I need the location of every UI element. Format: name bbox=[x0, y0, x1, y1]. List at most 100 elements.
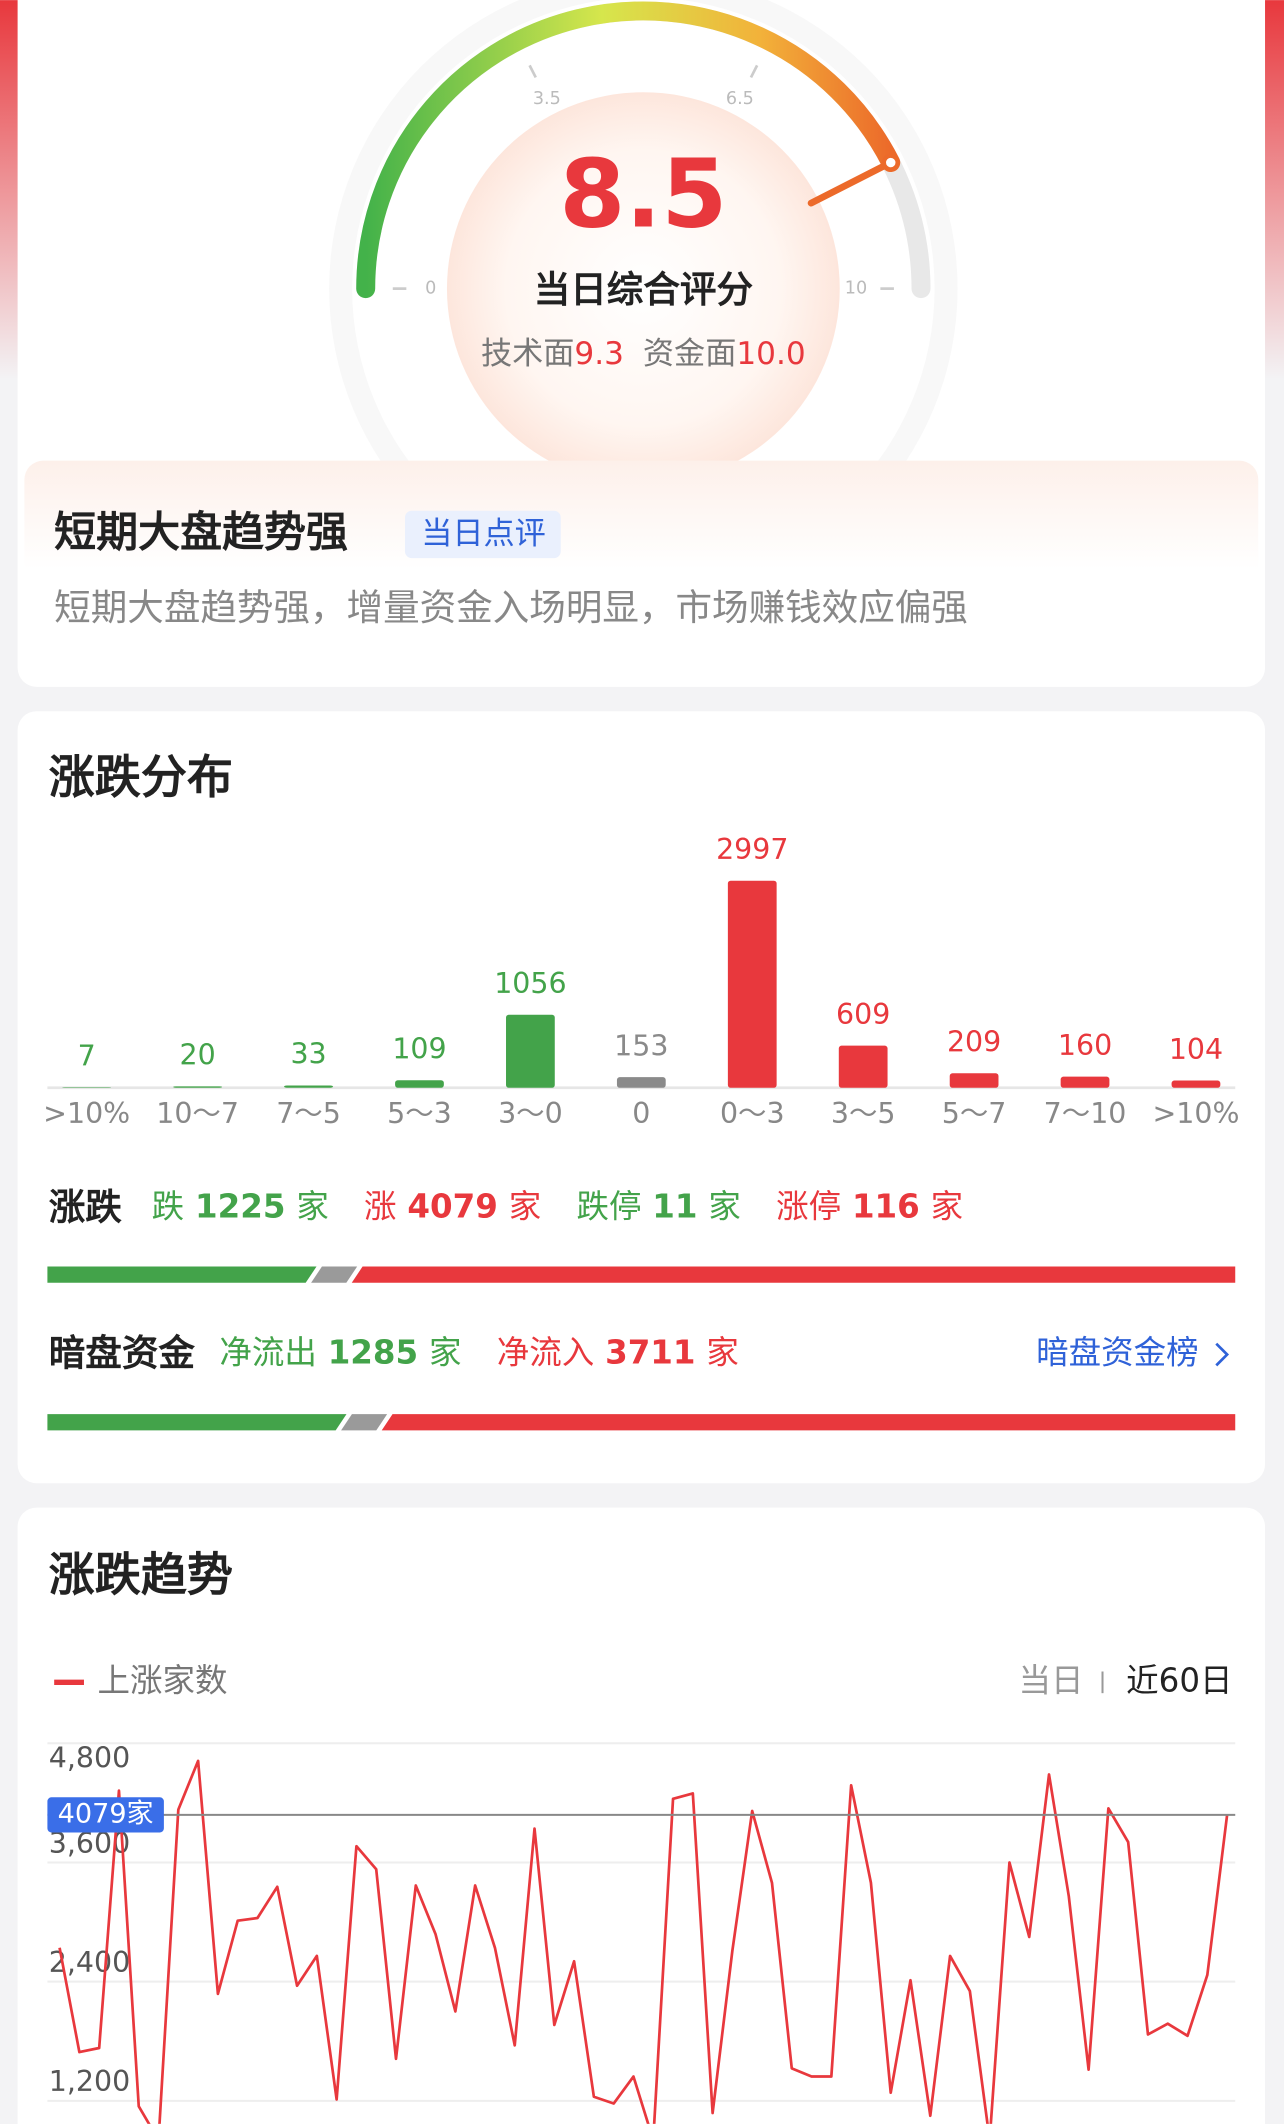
rise-segment bbox=[351, 1266, 1236, 1283]
dark-pool-row: 暗盘资金 净流出 1285 家净流入 3711 家 bbox=[49, 1331, 739, 1374]
gauge-tick-label: 3.5 bbox=[533, 89, 561, 109]
value-label: 109 bbox=[392, 1032, 446, 1065]
bar bbox=[1060, 1076, 1110, 1088]
flat-segment bbox=[341, 1414, 388, 1431]
category-label: 3～5 bbox=[831, 1097, 896, 1130]
category-label: 7～10 bbox=[1044, 1097, 1127, 1130]
tab[interactable]: 当日 bbox=[1019, 1661, 1084, 1699]
value-label: 7 bbox=[78, 1039, 96, 1072]
gauge: 0 3.5 6.5 10 bbox=[356, 1, 931, 299]
gauge-tick bbox=[528, 64, 537, 79]
unit: 家 bbox=[708, 1187, 741, 1225]
flat-segment bbox=[311, 1266, 358, 1283]
bar bbox=[727, 880, 777, 1088]
limit-down-count: 11 bbox=[652, 1187, 697, 1225]
current-label: 4079家 bbox=[58, 1798, 154, 1829]
value-label: 1056 bbox=[494, 967, 566, 1000]
bar bbox=[949, 1073, 999, 1088]
value-label: 104 bbox=[1169, 1033, 1223, 1066]
bar-chart: 7 >10% 20 10～7 33 7～5 109 5～3 1056 3～0 153 0 2997 0～3… bbox=[43, 833, 1239, 1130]
series-line bbox=[58, 1759, 1229, 2124]
value-label: 20 bbox=[180, 1039, 216, 1072]
chevron[interactable] bbox=[1215, 1342, 1230, 1367]
bar bbox=[1171, 1080, 1221, 1088]
section-title: 涨跌趋势 bbox=[49, 1548, 233, 1602]
legend-label: 上涨家数 bbox=[98, 1661, 228, 1699]
bar bbox=[506, 1014, 555, 1088]
score-title: 当日综合评分 bbox=[534, 268, 754, 311]
limit-down-label: 跌停 bbox=[576, 1187, 641, 1225]
value-label: 209 bbox=[947, 1025, 1001, 1058]
tab[interactable]: 近60日 bbox=[1126, 1661, 1232, 1699]
category-label: >10% bbox=[1152, 1097, 1239, 1130]
fall-count: 1225 bbox=[195, 1187, 285, 1225]
value-label: 153 bbox=[614, 1029, 668, 1062]
unit: 家 bbox=[931, 1187, 964, 1225]
limit-up-label: 涨停 bbox=[776, 1187, 841, 1225]
current-tag bbox=[47, 1797, 164, 1833]
value-label: 2997 bbox=[716, 833, 788, 866]
rise-count: 4079 bbox=[407, 1187, 497, 1225]
unit: 家 bbox=[706, 1334, 739, 1372]
category-label: 3～0 bbox=[498, 1097, 563, 1130]
summary-label: 涨跌 bbox=[49, 1185, 123, 1228]
category-label: >10% bbox=[43, 1097, 130, 1130]
gauge-tick-label: 0 bbox=[425, 279, 436, 299]
summary-row: 涨跌跌 1225 家涨 4079 家跌停 11 家涨停 116 家 bbox=[49, 1185, 963, 1228]
score: 8.5 bbox=[559, 139, 727, 249]
y-tick-label: 1,200 bbox=[49, 2065, 130, 2098]
needle-tip bbox=[881, 153, 900, 172]
bar bbox=[173, 1086, 222, 1088]
value-label: 160 bbox=[1058, 1029, 1112, 1062]
rise-label: 涨 bbox=[364, 1187, 397, 1225]
out-label: 净流出 bbox=[219, 1334, 317, 1372]
unit: 家 bbox=[509, 1187, 542, 1225]
bar bbox=[838, 1045, 888, 1088]
gauge-core bbox=[446, 92, 840, 486]
fall-label: 跌 bbox=[152, 1187, 185, 1225]
category-label: 0 bbox=[632, 1097, 650, 1130]
tag-bg bbox=[404, 510, 561, 559]
sub-scores: 技术面9.3 资金面10.0 bbox=[481, 336, 806, 372]
fall-segment bbox=[47, 1414, 347, 1431]
gauge-tick-label: 6.5 bbox=[726, 89, 754, 109]
fall-segment bbox=[47, 1266, 317, 1283]
dark-pool-link[interactable]: 暗盘资金榜 bbox=[1036, 1334, 1230, 1372]
comment-text: 短期大盘趋势强，增量资金入场明显，市场赚钱效应偏强 bbox=[54, 586, 968, 629]
category-label: 5～3 bbox=[387, 1097, 452, 1130]
bar bbox=[395, 1080, 444, 1088]
dark-pool-label: 暗盘资金 bbox=[49, 1331, 196, 1374]
needle bbox=[807, 159, 895, 207]
category-label: 5～7 bbox=[942, 1097, 1007, 1130]
fund-score: 10.0 bbox=[736, 336, 805, 372]
comment-tag: 当日点评 bbox=[421, 516, 546, 552]
value-label: 33 bbox=[290, 1038, 326, 1071]
out-count: 1285 bbox=[328, 1334, 418, 1372]
tech-score: 9.3 bbox=[574, 336, 624, 372]
unit: 家 bbox=[296, 1187, 329, 1225]
ratio-bar bbox=[47, 1266, 1236, 1283]
category-label: 10～7 bbox=[156, 1097, 239, 1130]
in-label: 净流入 bbox=[497, 1334, 595, 1372]
comment-title: 短期大盘趋势强 bbox=[54, 508, 348, 557]
fund-label: 资金面 bbox=[643, 336, 736, 372]
tech-label: 技术面 bbox=[481, 336, 574, 372]
in-count: 3711 bbox=[605, 1334, 695, 1372]
bar bbox=[284, 1085, 333, 1088]
y-tick-label: 4,800 bbox=[49, 1742, 130, 1775]
unit: 家 bbox=[429, 1334, 462, 1372]
comment-box bbox=[24, 460, 1259, 678]
gauge-tick bbox=[749, 64, 759, 79]
link-text[interactable]: 暗盘资金榜 bbox=[1036, 1334, 1199, 1372]
category-label: 0～3 bbox=[720, 1097, 785, 1130]
gauge-tick-label: 10 bbox=[845, 279, 867, 299]
limit-up-count: 116 bbox=[852, 1187, 920, 1225]
rise-segment bbox=[381, 1414, 1236, 1431]
section-title: 涨跌分布 bbox=[49, 750, 233, 804]
gauge-arc bbox=[356, 1, 901, 299]
category-label: 7～5 bbox=[276, 1097, 341, 1130]
